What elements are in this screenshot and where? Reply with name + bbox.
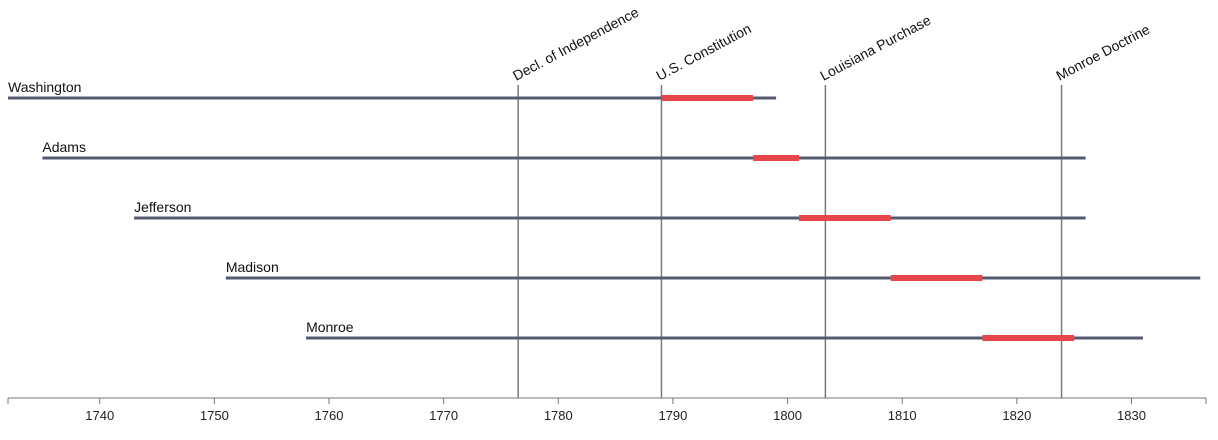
event-label: Louisiana Purchase [817, 12, 933, 84]
lifespan-label: Washington [8, 79, 81, 95]
event-label: Decl. of Independence [510, 4, 641, 84]
x-tick-label: 1830 [1117, 408, 1146, 423]
lifespan-rows: Washington Adams Jefferson Madison Monroe [8, 79, 1201, 341]
x-axis: 1740 1750 1760 1770 1780 1790 1800 1810 1820 1830 [7, 397, 1207, 423]
lifespan-label: Monroe [306, 319, 354, 335]
event-label: U.S. Constitution [653, 20, 753, 83]
x-tick-label: 1750 [200, 408, 229, 423]
event-label: Monroe Doctrine [1053, 21, 1152, 84]
lifespan-label: Adams [42, 139, 86, 155]
lifespan-label: Madison [226, 259, 279, 275]
x-tick-label: 1770 [429, 408, 458, 423]
x-tick-label: 1800 [773, 408, 802, 423]
x-tick-label: 1780 [544, 408, 573, 423]
x-tick-label: 1810 [888, 408, 917, 423]
lifespan-label: Jefferson [134, 199, 191, 215]
x-tick-label: 1820 [1002, 408, 1031, 423]
x-tick-label: 1760 [315, 408, 344, 423]
x-tick-label: 1740 [85, 408, 114, 423]
x-tick-label: 1790 [658, 408, 687, 423]
